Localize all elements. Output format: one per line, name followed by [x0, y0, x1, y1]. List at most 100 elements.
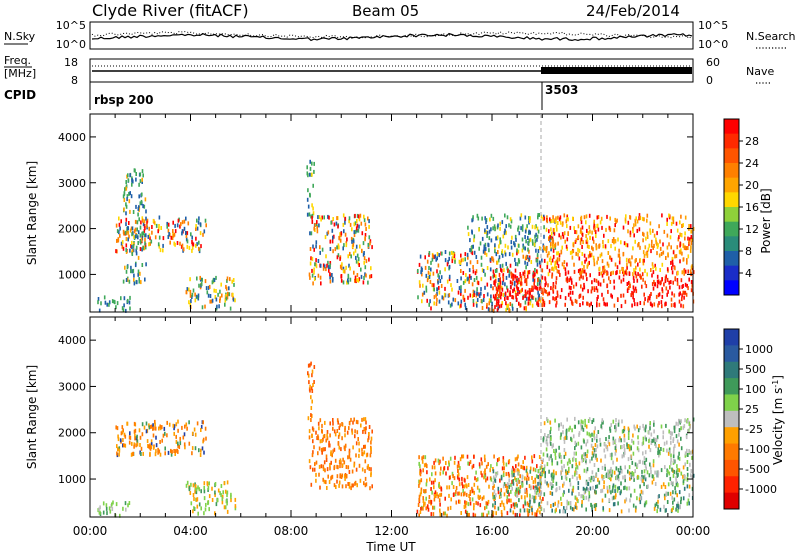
power-cell [573, 269, 576, 274]
velocity-cell [607, 439, 610, 444]
velocity-cell [226, 501, 228, 506]
velocity-cell [569, 425, 571, 430]
velocity-cell [140, 452, 142, 456]
power-cell [610, 244, 612, 249]
velocity-cell [680, 419, 682, 424]
velocity-cell [205, 502, 207, 507]
velocity-cell [175, 439, 178, 444]
power-cell [670, 229, 672, 234]
power-cell [125, 248, 127, 253]
power-cell [149, 236, 151, 241]
power-cell [508, 273, 510, 278]
velocity-cell [653, 422, 655, 427]
power-cell [604, 302, 607, 307]
velocity-cell [500, 488, 502, 493]
velocity-cell [368, 432, 370, 436]
velocity-cell [552, 479, 555, 483]
power-cell [632, 275, 635, 280]
power-cell [131, 252, 134, 256]
velocity-cell [669, 465, 671, 470]
power-cell [136, 227, 138, 232]
velocity-cell [439, 471, 442, 476]
velocity-cell [464, 491, 466, 496]
velocity-cell [613, 502, 616, 507]
velocity-cell [339, 473, 342, 478]
power-cell [464, 279, 467, 284]
power-cell [620, 304, 623, 309]
power-cell [589, 251, 591, 255]
power-cell [441, 295, 444, 300]
velocity-cell [469, 501, 472, 506]
power-cell [578, 276, 581, 281]
power-cell [313, 277, 316, 281]
power-cell [545, 227, 548, 232]
velocity-cell [515, 464, 517, 469]
power-cell [125, 269, 128, 274]
power-cell [364, 222, 367, 227]
power-cell [134, 168, 136, 173]
power-cell [635, 265, 637, 270]
power-cell [550, 231, 553, 236]
velocity-cell [575, 458, 577, 463]
power-cell [579, 293, 582, 298]
power-cell [665, 286, 668, 291]
power-cell [311, 219, 314, 224]
power-cell [534, 268, 536, 272]
velocity-cell [197, 511, 199, 516]
velocity-cell [591, 470, 594, 475]
velocity-cell [494, 501, 496, 505]
power-cell [564, 302, 566, 307]
velocity-cell [610, 477, 612, 482]
velocity-cell [673, 425, 676, 430]
velocity-cell [690, 450, 692, 455]
velocity-cell [615, 448, 617, 453]
power-colorbar-swatch [724, 192, 739, 208]
velocity-cell [603, 480, 605, 485]
velocity-cell [619, 465, 622, 470]
power-cell [133, 281, 136, 286]
power-cell [323, 264, 326, 269]
velocity-cell [574, 416, 576, 421]
velocity-cell [192, 493, 195, 497]
power-cell [489, 257, 492, 262]
velocity-cell [608, 508, 611, 513]
power-cell [550, 261, 552, 266]
power-cell [586, 264, 589, 269]
velocity-cell [538, 480, 541, 485]
power-cell [521, 287, 523, 292]
velocity-cell [551, 491, 554, 496]
velocity-cell [610, 470, 612, 475]
power-cell [661, 287, 663, 292]
power-cell [138, 217, 140, 222]
velocity-cell [433, 497, 436, 502]
power-cell [336, 245, 338, 250]
velocity-cell [601, 465, 604, 470]
velocity-cell [166, 420, 168, 425]
power-cell [548, 291, 551, 296]
velocity-cell [352, 445, 354, 450]
velocity-cell [469, 489, 472, 494]
power-cell [345, 265, 347, 270]
velocity-cell [320, 447, 323, 452]
velocity-cell [678, 428, 681, 433]
velocity-cell [532, 467, 535, 472]
power-cell [609, 216, 611, 221]
power-cell [342, 280, 345, 285]
velocity-cell [519, 474, 521, 479]
velocity-cell [483, 454, 486, 459]
velocity-cell [157, 448, 160, 453]
power-cell [307, 204, 310, 209]
velocity-cell [318, 426, 320, 431]
power-cell [671, 291, 673, 296]
power-cell [564, 267, 567, 272]
velocity-cell [484, 469, 486, 474]
velocity-cell [572, 488, 574, 493]
velocity-cell [620, 481, 622, 486]
velocity-cell [629, 498, 631, 503]
velocity-cell [672, 490, 674, 495]
power-cell [325, 267, 327, 272]
velocity-cell [608, 485, 611, 489]
power-cell [603, 265, 606, 270]
velocity-cell [632, 451, 635, 456]
velocity-cell [139, 435, 142, 440]
